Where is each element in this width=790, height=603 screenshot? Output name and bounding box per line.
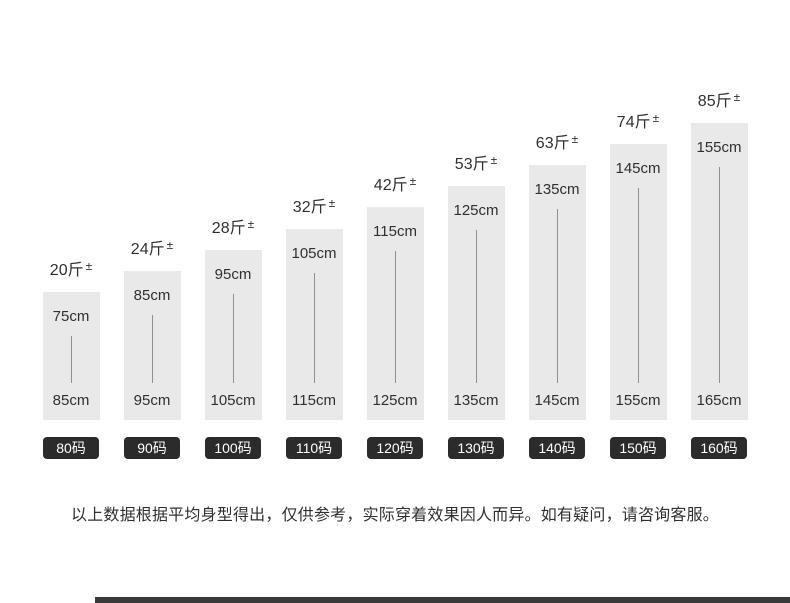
height-min-label: 95cm: [214, 266, 252, 283]
range-line: [394, 250, 396, 384]
size-badge: 140码: [529, 437, 585, 459]
plus-minus-sign: ±: [490, 153, 498, 167]
size-badge: 110码: [286, 437, 342, 459]
weight-value: 63斤: [535, 135, 570, 152]
range-line: [556, 208, 558, 384]
footer-strip: [95, 597, 790, 603]
plus-minus-sign: ±: [85, 259, 93, 273]
height-max-label: 115cm: [292, 392, 336, 410]
height-min-label: 75cm: [52, 308, 90, 325]
weight-value: 20斤: [49, 262, 84, 279]
height-min-label: 105cm: [291, 245, 337, 262]
height-max-label: 155cm: [615, 392, 661, 410]
weight-label: 42斤 ±: [374, 171, 416, 195]
plus-minus-sign: ±: [409, 174, 417, 188]
size-badge: 150码: [610, 437, 666, 459]
range-line: [475, 229, 477, 384]
weight-label: 20斤 ±: [50, 256, 92, 280]
height-bar: 95cm 105cm: [204, 250, 262, 420]
height-max-label: 105cm: [210, 392, 256, 410]
height-bar: 115cm 125cm: [366, 207, 424, 420]
plus-minus-sign: ±: [652, 111, 660, 125]
bar-column: 63斤 ± 135cm 145cm 140码: [528, 129, 586, 459]
size-badge: 100码: [205, 437, 261, 459]
height-bar: 85cm 95cm: [123, 271, 181, 420]
plus-minus-sign: ±: [571, 132, 579, 146]
weight-label: 24斤 ±: [131, 235, 173, 259]
height-bar: 145cm 155cm: [609, 144, 667, 420]
height-bar: 125cm 135cm: [447, 186, 505, 420]
height-bar: 105cm 115cm: [285, 229, 343, 420]
bar-column: 74斤 ± 145cm 155cm 150码: [609, 108, 667, 459]
size-badge: 90码: [124, 437, 180, 459]
size-badge: 80码: [43, 437, 99, 459]
height-max-label: 145cm: [534, 392, 580, 410]
bar-column: 32斤 ± 105cm 115cm 110码: [285, 193, 343, 459]
weight-value: 74斤: [616, 114, 651, 131]
height-bar: 135cm 145cm: [528, 165, 586, 420]
weight-value: 53斤: [454, 156, 489, 173]
height-min-label: 85cm: [133, 287, 171, 304]
range-line: [151, 314, 153, 384]
range-line: [232, 293, 234, 384]
size-badge: 160码: [691, 437, 747, 459]
height-bar: 75cm 85cm: [42, 292, 100, 420]
weight-value: 85斤: [697, 93, 732, 110]
range-line: [70, 335, 72, 384]
note-text: 以上数据根据平均身型得出，仅供参考，实际穿着效果因人而异。如有疑问，请咨询客服。: [70, 507, 719, 524]
plus-minus-sign: ±: [247, 217, 255, 231]
height-min-label: 145cm: [615, 160, 661, 177]
height-min-label: 125cm: [453, 202, 499, 219]
height-min-label: 155cm: [696, 139, 742, 156]
bar-column: 53斤 ± 125cm 135cm 130码: [447, 150, 505, 459]
bar-column: 85斤 ± 155cm 165cm 160码: [690, 87, 748, 459]
height-max-label: 165cm: [696, 392, 742, 410]
range-line: [637, 187, 639, 384]
weight-label: 32斤 ±: [293, 193, 335, 217]
size-badge: 120码: [367, 437, 423, 459]
weight-label: 63斤 ±: [536, 129, 578, 153]
height-max-label: 135cm: [453, 392, 499, 410]
plus-minus-sign: ±: [328, 196, 336, 210]
plus-minus-sign: ±: [166, 238, 174, 252]
size-badge: 130码: [448, 437, 504, 459]
bar-column: 28斤 ± 95cm 105cm 100码: [204, 214, 262, 459]
height-max-label: 95cm: [133, 392, 171, 410]
range-line: [718, 166, 720, 384]
height-min-label: 135cm: [534, 181, 580, 198]
weight-value: 28斤: [211, 220, 246, 237]
size-chart: 20斤 ± 75cm 85cm 80码 24斤 ± 85cm 95cm 90码 28…: [42, 87, 748, 459]
height-min-label: 115cm: [373, 223, 417, 240]
bar-column: 24斤 ± 85cm 95cm 90码: [123, 235, 181, 459]
weight-label: 53斤 ±: [455, 150, 497, 174]
height-max-label: 125cm: [372, 392, 418, 410]
bar-column: 20斤 ± 75cm 85cm 80码: [42, 256, 100, 459]
range-line: [313, 272, 315, 384]
bar-column: 42斤 ± 115cm 125cm 120码: [366, 171, 424, 459]
weight-label: 28斤 ±: [212, 214, 254, 238]
weight-value: 32斤: [292, 199, 327, 216]
weight-value: 24斤: [130, 241, 165, 258]
weight-label: 85斤 ±: [698, 87, 740, 111]
plus-minus-sign: ±: [733, 90, 741, 104]
weight-value: 42斤: [373, 177, 408, 194]
height-max-label: 85cm: [52, 392, 90, 410]
weight-label: 74斤 ±: [617, 108, 659, 132]
height-bar: 155cm 165cm: [690, 123, 748, 420]
